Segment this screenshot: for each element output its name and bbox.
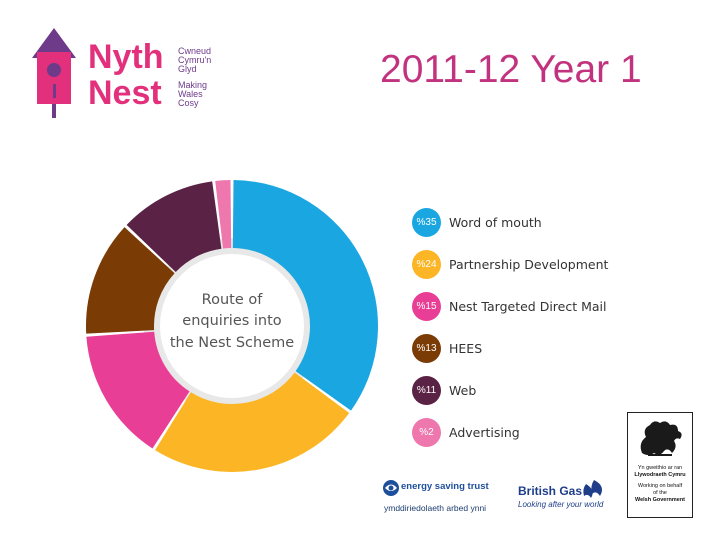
legend-label: Word of mouth [449, 214, 542, 230]
chart-legend: %35 Word of mouth %24 Partnership Developme… [412, 201, 642, 453]
donut-slice-hees [86, 227, 175, 334]
wg-english-line-2: of the [653, 490, 667, 496]
center-label-line-1: Route of [202, 292, 264, 308]
logo-welsh-tagline-1: Cwneud [178, 46, 211, 56]
wg-english-line-1: Working on behalf [637, 483, 683, 489]
legend-label: Web [449, 382, 477, 398]
legend-value-badge: %24 [412, 249, 441, 279]
legend-item: %35 Word of mouth [412, 201, 642, 243]
british-gas-tagline: Looking after your world [518, 500, 604, 509]
slide-title: 2011-12 Year 1 [380, 48, 642, 91]
logo-english-tagline-1: Making [178, 80, 207, 90]
wg-english-line-3: Welsh Government [634, 497, 686, 503]
legend-label: Partnership Development [449, 256, 609, 272]
logo-nyth-text: Nyth [88, 38, 164, 76]
logo-welsh-tagline-2: Cymru'n [178, 55, 211, 65]
legend-item: %13 HEES [412, 327, 642, 369]
donut-slice-web [126, 181, 222, 273]
british-gas-logo [583, 480, 602, 498]
donut-slice-partnership-development [155, 372, 350, 472]
wg-welsh-line-2: Llywodraeth Cymru [634, 472, 686, 478]
energy-saving-trust-logo [383, 480, 399, 496]
welsh-government-logo: Yn gweithio ar ran Llywodraeth Cymru Wor… [627, 412, 693, 518]
energy-swirl-icon [383, 480, 399, 496]
logo-english-tagline-3: Cosy [178, 98, 199, 108]
legend-item: %11 Web [412, 369, 642, 411]
legend-label: Advertising [449, 424, 520, 440]
legend-value-badge: %11 [412, 375, 441, 405]
dragon-icon [640, 421, 682, 456]
donut-slices [86, 180, 378, 472]
donut-slice-word-of-mouth [232, 180, 378, 411]
center-label-line-2: enquiries into [182, 313, 282, 329]
legend-value-badge: %35 [412, 207, 441, 237]
donut-slice-advertising [215, 180, 232, 249]
est-welsh-name: ymddiriedolaeth arbed ynni [384, 503, 487, 513]
legend-item: %15 Nest Targeted Direct Mail [412, 285, 642, 327]
logo-nest-text: Nest [88, 74, 162, 112]
legend-label: HEES [449, 340, 483, 356]
logo-welsh-tagline-3: Glyd [178, 64, 197, 74]
birdhouse-icon [32, 28, 76, 118]
logo-english-tagline-2: Wales [178, 89, 203, 99]
legend-value-badge: %15 [412, 291, 441, 321]
center-label-line-3: the Nest Scheme [170, 335, 294, 351]
british-gas-name: British Gas [518, 484, 583, 498]
legend-label: Nest Targeted Direct Mail [449, 298, 607, 314]
nyth-nest-logo: Nyth Nest Cwneud Cymru'n Glyd Making Wal… [32, 28, 211, 118]
donut-slice-nest-targeted-direct-mail [86, 331, 190, 449]
wg-welsh-line-1: Yn gweithio ar ran [637, 465, 683, 471]
est-name: energy saving trust [401, 481, 489, 492]
donut-center-label: Route of enquiries into the Nest Scheme [170, 292, 294, 351]
flame-icon [583, 480, 602, 498]
legend-value-badge: %2 [412, 417, 441, 447]
legend-item: %2 Advertising [412, 411, 642, 453]
legend-value-badge: %13 [412, 333, 441, 363]
legend-item: %24 Partnership Development [412, 243, 642, 285]
donut-chart: Route of enquiries into the Nest Scheme [86, 180, 378, 472]
